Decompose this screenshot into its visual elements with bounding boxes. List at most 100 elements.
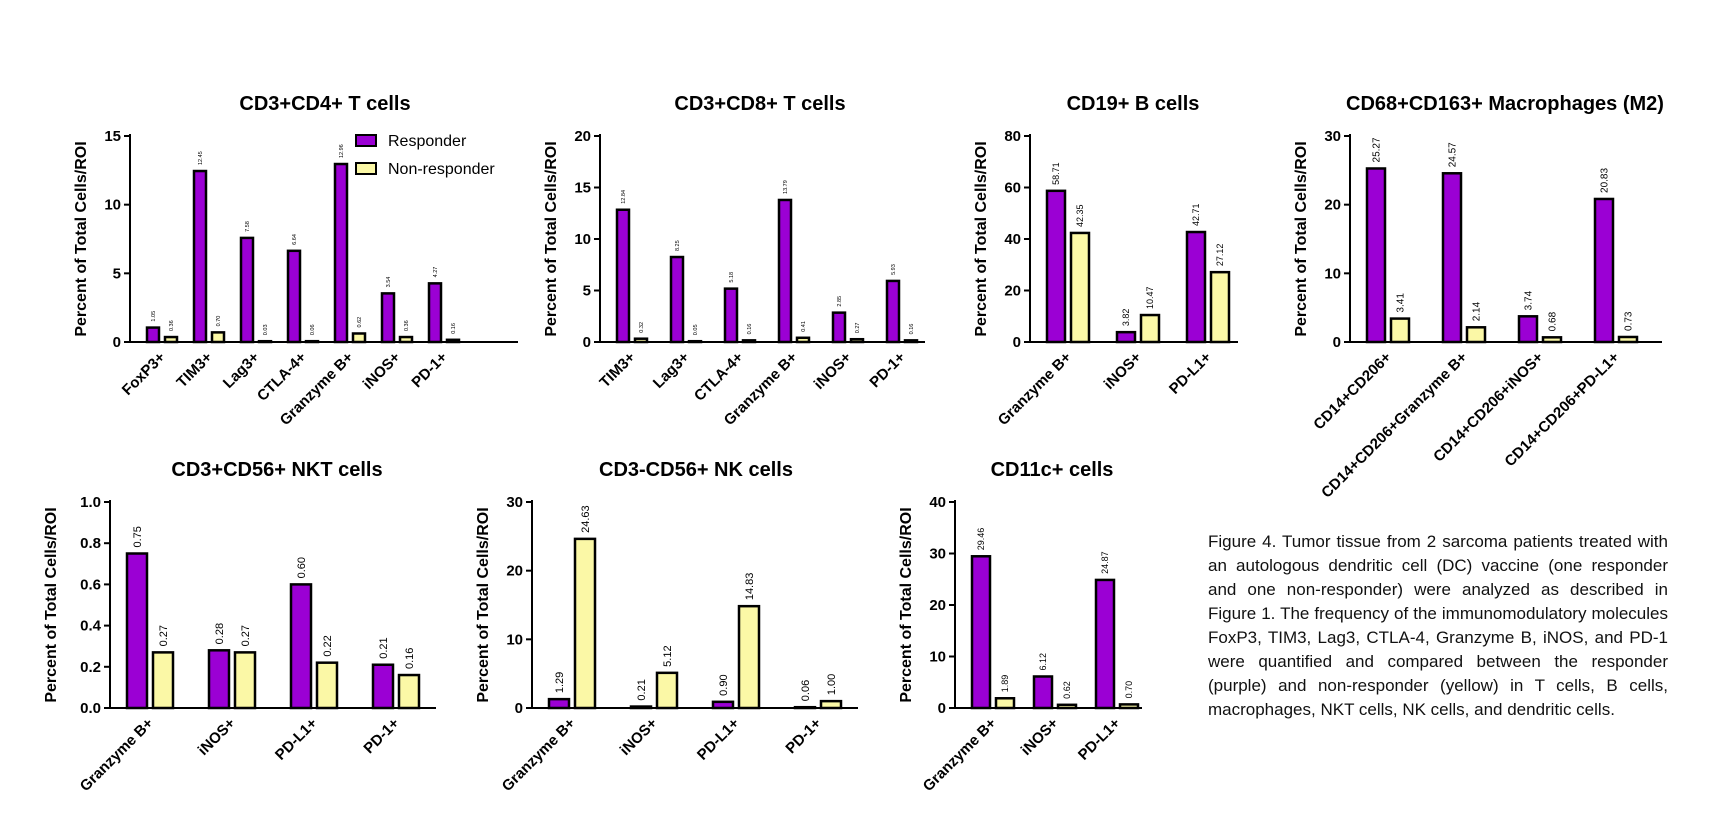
bar-non-responder xyxy=(351,332,367,344)
bar-non-responder xyxy=(1541,336,1563,344)
bar-responder xyxy=(145,326,161,344)
bar-responder xyxy=(1365,167,1387,344)
chart-title: CD3-CD56+ NK cells xyxy=(599,459,793,481)
bar-responder xyxy=(207,649,231,710)
bar-responder xyxy=(371,663,395,710)
y-tick-label: 10 xyxy=(1324,265,1341,282)
chart-title: CD3+CD4+ T cells xyxy=(239,93,410,115)
data-label: 0.68 xyxy=(1548,311,1559,331)
y-tick-label: 15 xyxy=(104,128,121,145)
bar-non-responder xyxy=(994,697,1016,710)
y-axis-label: Percent of Total Cells/ROI xyxy=(43,507,60,702)
bar-responder xyxy=(333,162,349,344)
category-label: Lag3+ xyxy=(220,349,263,392)
y-tick-label: 40 xyxy=(929,494,946,511)
legend-label-non-responder: Non-responder xyxy=(388,161,495,178)
y-tick-label: 10 xyxy=(104,197,121,214)
data-label: 3.41 xyxy=(1396,293,1407,313)
y-tick-label: 0.0 xyxy=(80,700,101,717)
data-label: 24.63 xyxy=(580,505,592,533)
bar-responder xyxy=(1185,230,1207,344)
bar-non-responder xyxy=(163,335,179,344)
bar-responder xyxy=(427,282,443,344)
data-label: 5.18 xyxy=(729,272,735,283)
bar-non-responder xyxy=(741,339,757,344)
category-label: PD-L1+ xyxy=(1166,349,1215,398)
data-label: 10.47 xyxy=(1145,287,1155,310)
data-label: 0.70 xyxy=(216,316,222,327)
bar-non-responder xyxy=(819,699,843,710)
bar-responder xyxy=(1441,172,1463,344)
category-label: iNOS+ xyxy=(1018,715,1062,759)
bar-responder xyxy=(1593,197,1615,344)
data-label: 0.41 xyxy=(801,321,807,332)
data-label: 42.35 xyxy=(1075,204,1085,227)
category-label: Granzyme B+ xyxy=(920,715,1000,795)
category-label: PD-L1+ xyxy=(694,715,743,764)
data-label: 0.32 xyxy=(639,322,645,333)
bar-responder xyxy=(711,700,735,710)
category-label: FoxP3+ xyxy=(119,349,169,399)
y-tick-label: 0 xyxy=(1013,334,1021,351)
y-tick-label: 0 xyxy=(113,334,121,351)
chart-title: CD19+ B cells xyxy=(1067,93,1200,115)
category-label: iNOS+ xyxy=(360,349,404,393)
category-label: iNOS+ xyxy=(195,715,239,759)
bar-non-responder xyxy=(795,336,811,344)
bar-responder xyxy=(547,697,571,710)
data-label: 24.57 xyxy=(1448,142,1459,167)
data-label: 0.06 xyxy=(310,324,316,335)
category-label: TIM3+ xyxy=(596,349,639,392)
data-label: 0.70 xyxy=(1124,681,1134,699)
data-label: 1.29 xyxy=(554,672,566,693)
legend-swatch-non-responder xyxy=(355,162,377,175)
data-label: 0.16 xyxy=(404,648,416,669)
category-label: PD-1+ xyxy=(782,715,825,758)
data-label: 0.16 xyxy=(451,323,457,334)
data-label: 12.45 xyxy=(198,151,204,165)
data-label: 27.12 xyxy=(1215,244,1225,267)
data-label: 0.21 xyxy=(378,637,390,658)
bar-responder xyxy=(615,208,631,344)
y-tick-label: 0.4 xyxy=(80,618,102,635)
category-label: iNOS+ xyxy=(811,349,855,393)
data-label: 0.62 xyxy=(357,317,363,328)
data-label: 0.22 xyxy=(322,635,334,656)
y-tick-label: 10 xyxy=(574,231,591,248)
bar-responder xyxy=(1032,675,1054,710)
data-label: 0.21 xyxy=(636,679,648,700)
bar-non-responder xyxy=(257,339,273,344)
bar-non-responder xyxy=(1465,326,1487,344)
y-tick-label: 0.2 xyxy=(80,659,101,676)
category-label: Granzyme B+ xyxy=(995,349,1075,429)
data-label: 58.71 xyxy=(1051,162,1061,185)
data-label: 42.71 xyxy=(1191,203,1201,226)
bar-responder xyxy=(970,555,992,710)
data-label: 0.36 xyxy=(404,320,410,331)
bar-responder xyxy=(380,292,396,344)
category-label: iNOS+ xyxy=(1101,349,1145,393)
data-label: 0.36 xyxy=(169,320,175,331)
data-label: 2.14 xyxy=(1472,301,1483,321)
bar-responder xyxy=(793,705,817,710)
y-tick-label: 20 xyxy=(929,597,946,614)
bar-non-responder xyxy=(233,651,257,710)
category-label: iNOS+ xyxy=(617,715,661,759)
bar-non-responder xyxy=(445,338,461,344)
bar-responder xyxy=(239,236,255,344)
y-tick-label: 40 xyxy=(1004,231,1021,248)
data-label: 25.27 xyxy=(1372,137,1383,162)
bar-responder xyxy=(777,198,793,344)
y-tick-label: 60 xyxy=(1004,180,1021,197)
data-label: 1.00 xyxy=(826,674,838,695)
data-label: 0.27 xyxy=(855,323,861,334)
y-axis-label: Percent of Total Cells/ROI xyxy=(73,141,90,336)
bar-responder xyxy=(125,552,149,710)
bar-non-responder xyxy=(737,604,761,710)
category-label: CD14+CD206+ xyxy=(1310,349,1395,434)
y-tick-label: 30 xyxy=(506,494,523,511)
data-label: 0.05 xyxy=(693,324,699,335)
data-label: 0.60 xyxy=(296,557,308,578)
category-label: CTLA-4+ xyxy=(691,349,747,405)
